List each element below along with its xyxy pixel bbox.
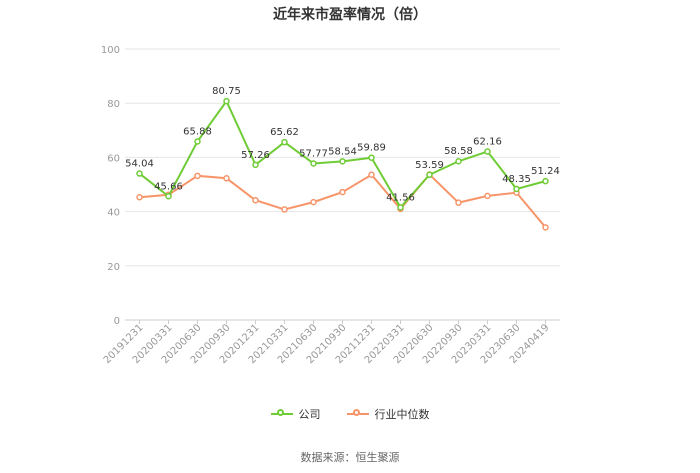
series-line-industry xyxy=(139,173,547,228)
data-label: 80.75 xyxy=(212,86,241,97)
legend-company-marker xyxy=(270,409,293,419)
data-point-company xyxy=(484,148,491,155)
legend: 公司 行业中位数 xyxy=(0,406,700,422)
data-point-industry xyxy=(281,206,288,213)
data-point-company xyxy=(426,171,433,179)
legend-industry-label: 行业中位数 xyxy=(374,408,430,421)
data-point-industry xyxy=(136,193,143,201)
source-note: 数据来源：恒生聚源 xyxy=(300,451,400,464)
data-point-industry xyxy=(223,175,230,182)
data-label: 45.66 xyxy=(154,181,183,192)
data-label: 65.88 xyxy=(183,126,212,137)
data-point-industry xyxy=(455,199,462,206)
data-label: 65.62 xyxy=(270,127,299,138)
data-label: 58.54 xyxy=(328,146,357,157)
data-point-company xyxy=(542,177,549,185)
y-tick-label: 20 xyxy=(107,262,120,273)
data-point-company xyxy=(165,193,172,200)
y-tick-label: 40 xyxy=(107,208,120,219)
y-tick-label: 80 xyxy=(107,99,120,110)
data-point-company xyxy=(368,154,375,161)
legend-company-label: 公司 xyxy=(298,408,321,421)
data-point-industry xyxy=(194,172,201,180)
data-point-industry xyxy=(542,224,549,231)
data-point-company xyxy=(223,97,230,105)
data-label: 59.89 xyxy=(357,143,386,154)
data-point-industry xyxy=(484,192,491,200)
data-point-company xyxy=(136,170,143,177)
legend-item-industry[interactable]: 行业中位数 xyxy=(346,406,430,422)
legend-item-company[interactable]: 公司 xyxy=(270,406,321,422)
data-point-company xyxy=(194,138,201,145)
data-label: 48.35 xyxy=(502,174,531,185)
y-tick-label: 0 xyxy=(114,316,120,327)
data-label: 58.58 xyxy=(444,146,473,157)
y-tick-label: 60 xyxy=(107,153,120,164)
data-point-company xyxy=(397,204,404,211)
data-point-industry xyxy=(310,198,317,206)
data-point-company xyxy=(455,157,462,165)
data-point-company xyxy=(339,158,346,165)
data-point-industry xyxy=(252,196,259,204)
data-point-company xyxy=(281,138,288,146)
data-label: 51.24 xyxy=(531,166,560,177)
data-label: 57.26 xyxy=(241,150,270,161)
data-point-company xyxy=(252,161,259,169)
legend-industry-marker xyxy=(346,409,369,419)
data-label: 53.59 xyxy=(415,160,444,171)
chart-title: 近年来市盈率情况（倍） xyxy=(273,7,427,23)
data-point-industry xyxy=(368,171,375,178)
data-label: 41.56 xyxy=(386,192,415,203)
data-label: 62.16 xyxy=(473,137,502,148)
data-label: 54.04 xyxy=(125,159,154,170)
y-tick-label: 100 xyxy=(101,45,120,56)
data-point-company xyxy=(310,160,317,167)
data-label: 57.77 xyxy=(299,148,328,159)
data-point-company xyxy=(513,185,520,193)
data-point-industry xyxy=(339,188,346,196)
